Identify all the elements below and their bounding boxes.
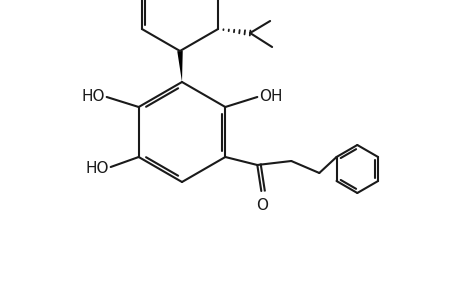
Text: HO: HO [81,88,105,104]
Polygon shape [177,51,182,82]
Text: OH: OH [259,88,282,104]
Text: O: O [256,198,268,213]
Text: HO: HO [85,160,108,175]
